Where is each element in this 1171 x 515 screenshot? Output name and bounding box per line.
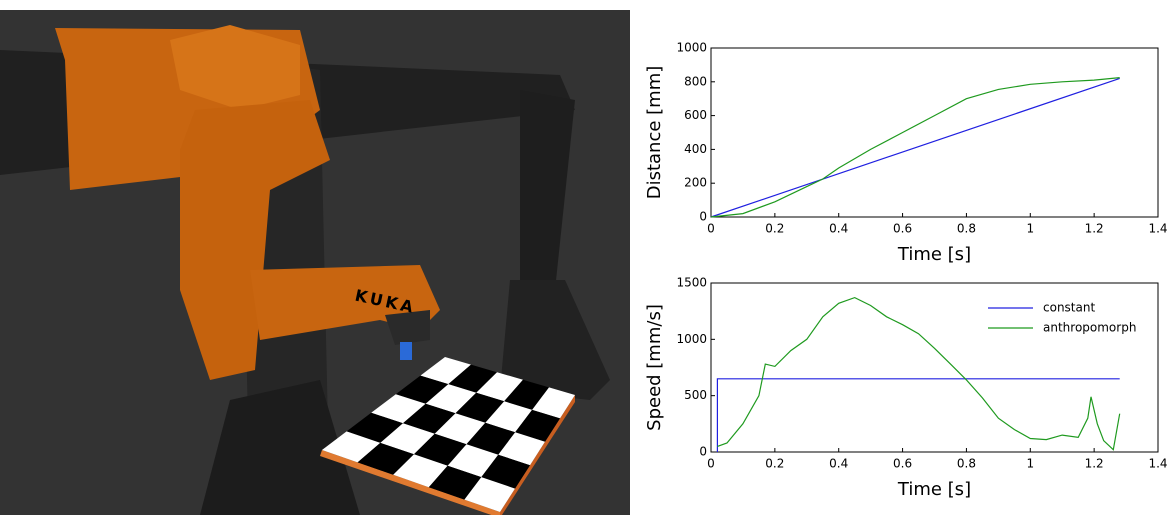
y-tick-label: 600: [684, 108, 707, 122]
x-tick-label: 0.2: [765, 457, 784, 471]
x-tick-label: 0.8: [957, 457, 976, 471]
charts: 0 0.2 0.4 0.6 0.8 1 1.2 1.4 0 200 400 600 800 1000 Tim…: [644, 41, 1168, 501]
plot-frame: [711, 48, 1158, 217]
y-tick-label: 0: [699, 445, 707, 459]
chart: 0 0.2 0.4 0.6 0.8 1 1.2 1.4 0 200 400 600 800 1000 Tim…: [644, 41, 1168, 266]
series-line: [711, 78, 1120, 217]
x-tick-label: 0: [707, 222, 715, 236]
x-tick-label: 0.8: [957, 222, 976, 236]
x-axis-label: Time [s]: [897, 244, 971, 265]
x-tick-label: 0.4: [829, 222, 848, 236]
x-axis-label: Time [s]: [897, 479, 971, 500]
y-tick-label: 200: [684, 176, 707, 190]
x-tick-label: 1.2: [1085, 222, 1104, 236]
figure: KUKA 00.20.40.60.811.21.4020040060080010…: [0, 0, 1171, 515]
y-axis-label: Distance [mm]: [644, 66, 665, 200]
x-tick-label: 0.6: [893, 222, 912, 236]
robot-tool: [400, 342, 412, 360]
y-tick-label: 1000: [676, 332, 707, 346]
x-tick-label: 1: [1026, 457, 1034, 471]
robot-scene: KUKA: [0, 10, 630, 515]
legend-label: constant: [1043, 301, 1095, 315]
y-tick-label: 1000: [676, 41, 707, 55]
y-tick-label: 1500: [676, 276, 707, 290]
y-axis-label: Speed [mm/s]: [644, 304, 665, 431]
y-tick-label: 0: [699, 210, 707, 224]
x-tick-label: 0: [707, 457, 715, 471]
chart: 0 0.2 0.4 0.6 0.8 1 1.2 1.4 0 500 1000 1500 Time [s]…: [644, 276, 1168, 501]
legend-label: anthropomorph: [1043, 321, 1136, 335]
x-tick-label: 0.2: [765, 222, 784, 236]
x-tick-label: 1: [1026, 222, 1034, 236]
y-tick-label: 500: [684, 388, 707, 402]
x-tick-label: 0.4: [829, 457, 848, 471]
x-tick-label: 1.2: [1085, 457, 1104, 471]
x-tick-label: 1.4: [1148, 222, 1167, 236]
y-tick-label: 400: [684, 142, 707, 156]
x-tick-label: 1.4: [1148, 457, 1167, 471]
x-tick-label: 0.6: [893, 457, 912, 471]
series-line: [717, 379, 1119, 452]
y-tick-label: 800: [684, 74, 707, 88]
